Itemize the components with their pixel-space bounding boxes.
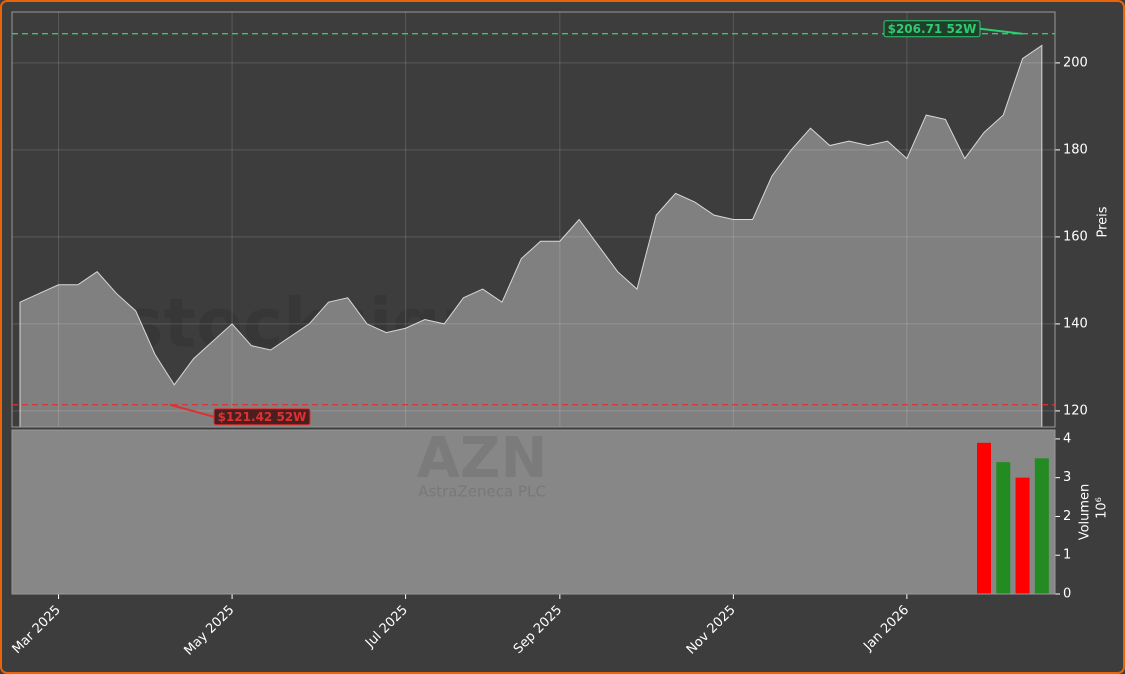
volume-panel-border bbox=[11, 429, 1056, 595]
y-tick-label: 4 bbox=[1063, 431, 1071, 446]
price-panel-border bbox=[11, 11, 1056, 428]
price-area bbox=[19, 44, 1043, 428]
y-axis-label: Preis bbox=[1096, 206, 1111, 237]
volume-panel bbox=[12, 430, 1055, 594]
volume-bar bbox=[996, 462, 1011, 594]
y-tick-label: 0 bbox=[1063, 587, 1071, 602]
annotation-label: $206.71 52W bbox=[888, 22, 977, 36]
volume-axis-label: Volumen bbox=[1078, 484, 1093, 541]
annotation-label: $121.42 52W bbox=[218, 410, 307, 424]
annotation-arrow bbox=[169, 403, 215, 418]
y-tick-label: 3 bbox=[1063, 470, 1071, 485]
y-tick-label: 200 bbox=[1063, 55, 1088, 70]
annotation-box bbox=[883, 20, 981, 38]
volume-bar bbox=[1034, 458, 1049, 594]
annotation-arrow bbox=[979, 27, 1023, 35]
volume-bar bbox=[977, 442, 991, 594]
volume-scale-label: 10⁶ bbox=[1095, 497, 1110, 519]
annotation-box bbox=[213, 408, 311, 426]
volume-bar bbox=[1015, 477, 1030, 594]
watermark-company: AstraZeneca PLC bbox=[418, 483, 546, 501]
y-tick-label: 120 bbox=[1063, 403, 1088, 418]
watermark-ticker: AZN bbox=[417, 426, 548, 491]
y-tick-label: 160 bbox=[1063, 229, 1088, 244]
y-tick-label: 1 bbox=[1063, 548, 1071, 563]
y-tick-label: 180 bbox=[1063, 142, 1088, 157]
y-tick-label: 2 bbox=[1063, 509, 1071, 524]
y-tick-label: 140 bbox=[1063, 316, 1088, 331]
